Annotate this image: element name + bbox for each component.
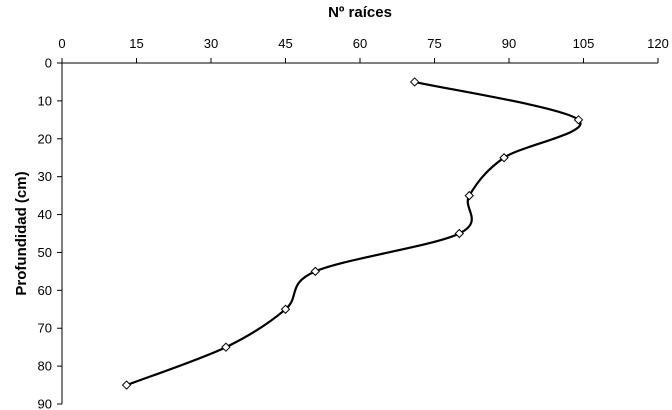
axes [57,58,659,405]
data-point-marker [310,266,321,277]
data-point-marker [409,77,420,87]
y-tick-label: 0 [45,56,52,71]
x-tick-label: 75 [427,36,441,51]
x-tick-label: 105 [573,36,595,51]
data-point-marker [280,304,291,314]
y-tick-label: 70 [38,321,52,336]
x-tick-label: 30 [204,36,218,51]
x-tick-label: 120 [647,36,669,51]
x-tick-label: 90 [502,36,516,51]
data-point-marker [454,228,465,239]
x-tick-label: 60 [353,36,367,51]
y-tick-label: 40 [38,207,52,222]
y-tick-label: 60 [38,283,52,298]
y-tick-label: 30 [38,169,52,184]
plot-area [121,77,584,390]
x-axis-title: Nº raíces [328,4,392,21]
tick-labels: 0 15 30 45 60 75 90 105 120 0 10 20 30 40 50 60 70 80 90 [38,36,669,410]
series-line [126,80,582,387]
y-tick-label: 10 [38,93,52,108]
data-point-marker [221,342,231,352]
y-tick-label: 20 [38,131,52,146]
data-point-marker [573,115,584,125]
data-point-marker [464,190,474,201]
data-point-marker [499,153,509,163]
x-tick-label: 0 [58,36,65,51]
y-axis-title: Profundidad (cm) [13,171,30,295]
x-tick-label: 45 [278,36,292,51]
x-tick-label: 15 [129,36,143,51]
y-tick-label: 90 [38,397,52,410]
y-tick-label: 50 [38,245,52,260]
data-point-marker [121,380,132,390]
y-tick-label: 80 [38,359,52,374]
